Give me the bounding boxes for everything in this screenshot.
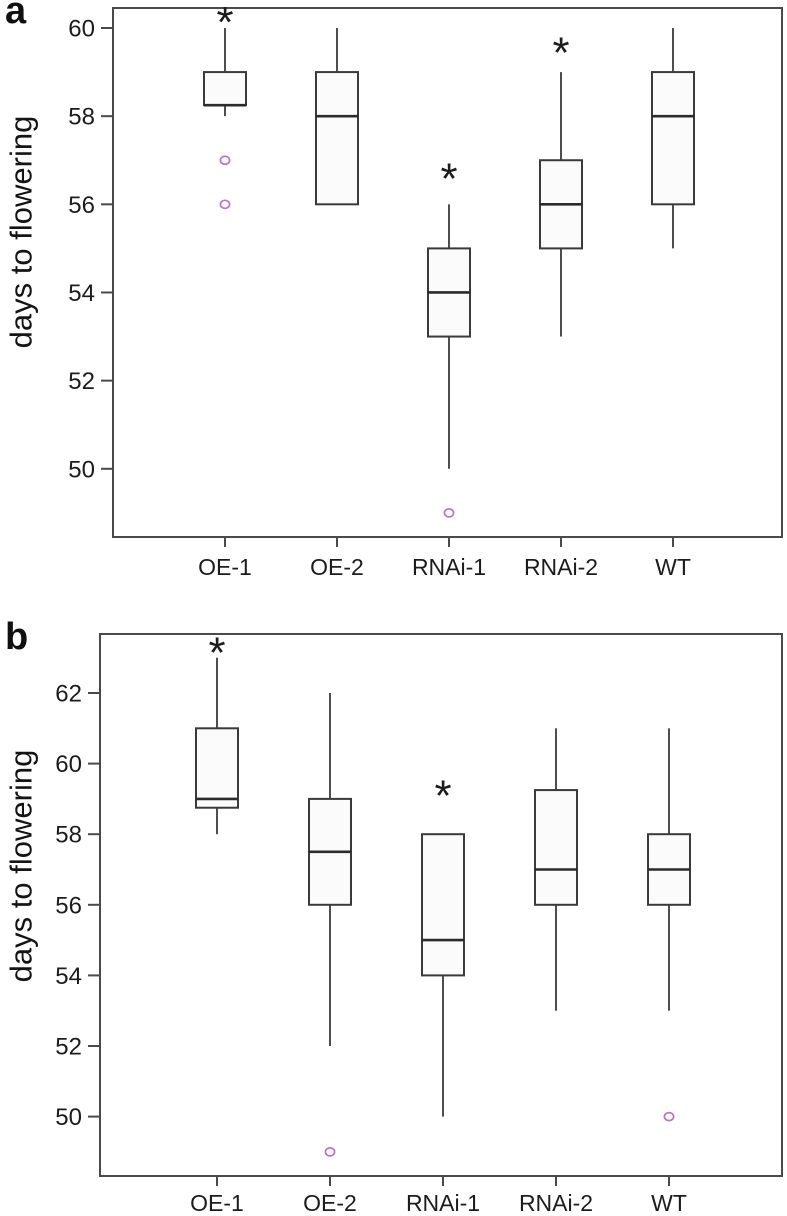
iqr-box [203,71,247,107]
significance-asterisk: * [440,154,457,203]
significance-asterisk: * [552,29,569,78]
x-tick-label: OE-1 [198,554,252,580]
outlier-point [324,1147,336,1157]
outlier-point [443,508,455,518]
x-tick-label: RNAi-1 [406,1190,480,1216]
x-tick-label: OE-2 [310,554,364,580]
panel-b-letter: b [5,616,29,658]
panel-a-letter: a [5,0,27,32]
significance-asterisk: * [208,628,225,677]
x-tick-label: OE-2 [303,1190,357,1216]
x-tick-label: RNAi-2 [519,1190,593,1216]
y-tick-label: 60 [68,16,95,43]
y-tick-label: 62 [55,681,82,708]
significance-asterisk: * [216,0,233,47]
y-tick-label: 54 [68,280,95,307]
y-tick-label: 58 [68,104,95,131]
x-axis: OE-1 OE-2 RNAi-1 RNAi-2 WT [198,537,691,580]
x-tick-label: RNAi-1 [412,554,486,580]
y-axis: 50 52 54 56 58 60 62 [55,681,100,1131]
y-axis: 50 52 54 56 58 60 [68,16,113,483]
x-tick-label: OE-1 [190,1190,244,1216]
box-group-OE-2 [315,28,359,206]
y-tick-label: 50 [68,456,95,483]
box-group-WT [647,728,691,1122]
box-group-OE-1: * [195,628,239,835]
box-group-RNAi-1: * [427,154,471,518]
y-tick-label: 60 [55,751,82,778]
y-tick-label: 54 [55,963,82,990]
box-group-OE-1: * [203,0,247,210]
panel-a: 50 52 54 56 58 60 OE-1 OE-2 RNAi-1 RNAi-2 WT * * * [68,0,783,580]
box-group-RNAi-2 [534,728,578,1011]
significance-asterisk: * [434,771,451,820]
iqr-box [421,833,465,977]
y-tick-label: 52 [68,368,95,395]
y-tick-label: 56 [55,892,82,919]
box-group-RNAi-2: * [539,29,583,337]
y-tick-label: 56 [68,192,95,219]
box-group-OE-2 [308,693,352,1157]
y-tick-label: 52 [55,1034,82,1061]
box-group-WT [651,28,695,249]
x-axis: OE-1 OE-2 RNAi-1 RNAi-2 WT [190,1176,687,1216]
outlier-point [219,199,231,210]
x-tick-label: RNAi-2 [524,554,598,580]
iqr-box [534,789,578,906]
y-tick-label: 50 [55,1104,82,1131]
iqr-box [195,727,239,809]
y-tick-label: 58 [55,822,82,849]
x-tick-label: WT [655,554,691,580]
outlier-point [663,1111,675,1122]
panel-b: 50 52 54 56 58 60 62 OE-1 OE-2 RNAi-1 RNAi-2 WT * * [55,628,783,1216]
box-group-RNAi-1: * [421,771,465,1117]
iqr-box [651,71,695,206]
outlier-point [219,155,231,166]
iqr-box [315,71,359,206]
x-tick-label: WT [651,1190,687,1216]
